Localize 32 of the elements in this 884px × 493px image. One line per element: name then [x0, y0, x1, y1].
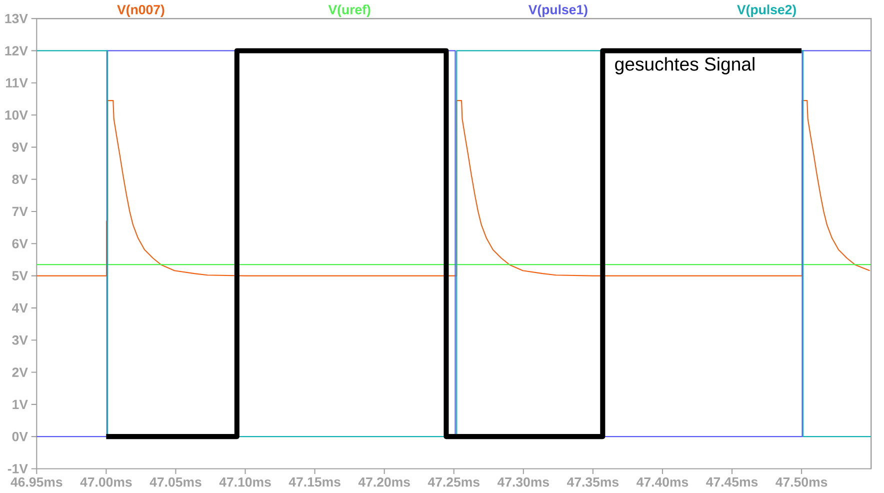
x-tick-label: 47.10ms — [219, 477, 271, 487]
y-tick-label: 0V — [12, 432, 28, 442]
x-tick-label: 47.05ms — [150, 477, 202, 487]
x-tick-label: 46.95ms — [10, 477, 62, 487]
x-tick-label: 47.25ms — [428, 477, 480, 487]
y-tick-label: 2V — [12, 368, 28, 377]
x-tick-label: 47.00ms — [80, 477, 132, 487]
y-tick-label: 4V — [12, 303, 28, 313]
y-tick-label: 8V — [12, 174, 28, 184]
x-tick-label: 47.45ms — [706, 477, 758, 487]
x-tick-label: 47.15ms — [288, 477, 340, 487]
x-tick-label: 47.35ms — [566, 477, 619, 487]
text: V(uref) — [328, 4, 370, 17]
x-tick-label: 47.50ms — [776, 477, 828, 487]
x-tick-label: 47.40ms — [636, 477, 688, 487]
y-tick-label: 1V — [12, 400, 28, 410]
text: V(n007) — [117, 4, 164, 17]
y-tick-label: 12V — [5, 46, 28, 56]
y-tick-label: 9V — [12, 142, 28, 152]
y-tick-label: 6V — [12, 238, 28, 248]
x-tick-label: 47.30ms — [497, 477, 550, 487]
y-tick-label: 10V — [5, 110, 28, 120]
text: V(pulse1) — [528, 4, 588, 17]
y-tick-label: 7V — [12, 206, 28, 216]
text: V(pulse2) — [737, 4, 796, 17]
y-tick-label: 5V — [12, 271, 28, 280]
y-tick-label: 3V — [12, 335, 28, 345]
y-tick-label: -1V — [8, 464, 28, 474]
y-tick-label: 11V — [6, 78, 28, 88]
annotation: gesuchtes Signal — [615, 57, 754, 74]
x-tick-label: 47.20ms — [358, 477, 410, 487]
y-tick-label: 13V — [5, 14, 28, 24]
